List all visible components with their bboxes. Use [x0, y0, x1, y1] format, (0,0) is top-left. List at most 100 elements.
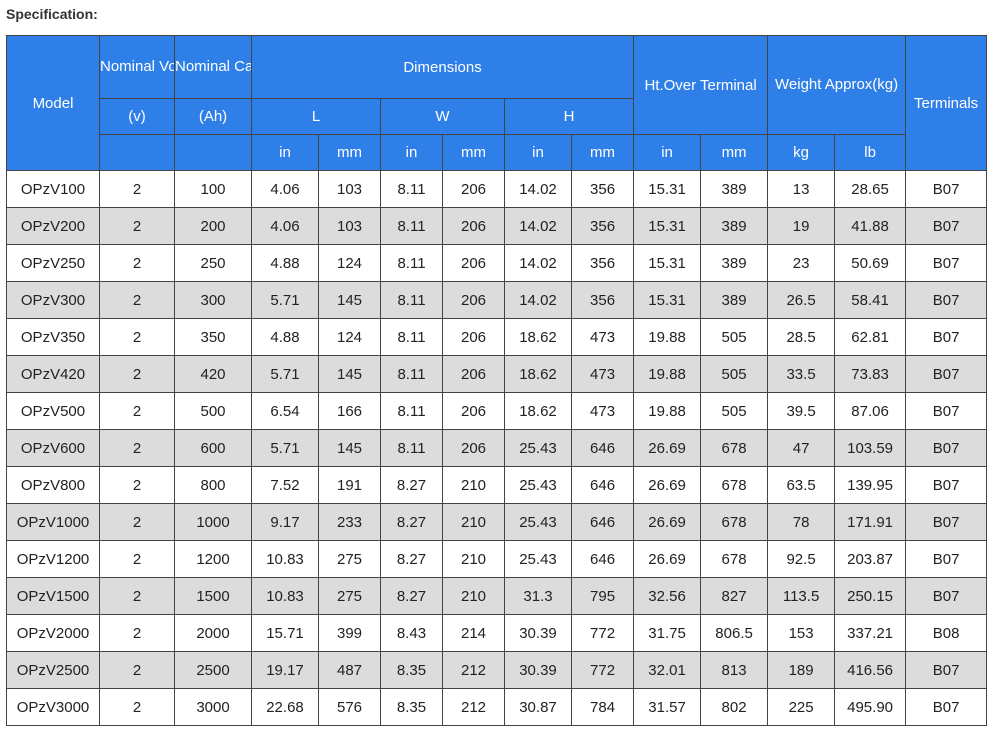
- cell-l-mm: 145: [318, 281, 381, 319]
- cell-h-mm: 646: [570, 503, 635, 541]
- cell-h-in: 31.3: [504, 577, 572, 615]
- spec-table-body: OPzV100 2 100 4.06 103 8.11 206 14.02 356 15.31 38…: [6, 170, 988, 726]
- header-l: L: [251, 98, 381, 135]
- table-row: OPzV250 2 250 4.88 124 8.11 206 14.02 356 15.31 38…: [6, 244, 988, 282]
- cell-l-in: 19.17: [251, 651, 319, 689]
- cell-ht-in: 19.88: [633, 355, 702, 393]
- cell-h-mm: 356: [570, 170, 635, 208]
- cell-ht-in: 15.31: [633, 281, 702, 319]
- cell-w-in: 8.11: [380, 244, 443, 282]
- cell-ht-in: 31.57: [633, 688, 702, 726]
- cell-terminals: B07: [905, 244, 988, 282]
- header-terminals: Terminals: [905, 35, 988, 171]
- cell-voltage: 2: [99, 170, 175, 208]
- cell-l-mm: 191: [318, 466, 381, 504]
- cell-weight-kg: 225: [767, 688, 836, 726]
- cell-capacity: 1200: [174, 540, 252, 578]
- cell-capacity: 600: [174, 429, 252, 467]
- cell-l-in: 4.88: [251, 244, 319, 282]
- cell-capacity: 3000: [174, 688, 252, 726]
- table-row: OPzV500 2 500 6.54 166 8.11 206 18.62 473 19.88 50…: [6, 392, 988, 430]
- cell-weight-lb: 416.56: [834, 651, 907, 689]
- cell-w-mm: 206: [442, 355, 505, 393]
- table-row: OPzV100 2 100 4.06 103 8.11 206 14.02 356 15.31 38…: [6, 170, 988, 208]
- cell-weight-lb: 58.41: [834, 281, 907, 319]
- cell-model: OPzV1500: [6, 577, 100, 615]
- header-unit-w-in: in: [380, 134, 443, 171]
- cell-w-mm: 206: [442, 281, 505, 319]
- cell-model: OPzV200: [6, 207, 100, 245]
- cell-terminals: B07: [905, 688, 988, 726]
- table-row: OPzV420 2 420 5.71 145 8.11 206 18.62 473 19.88 50…: [6, 355, 988, 393]
- cell-voltage: 2: [99, 429, 175, 467]
- cell-weight-lb: 139.95: [834, 466, 907, 504]
- cell-terminals: B07: [905, 540, 988, 578]
- cell-h-mm: 772: [570, 614, 635, 652]
- cell-l-mm: 145: [318, 355, 381, 393]
- cell-capacity: 250: [174, 244, 252, 282]
- cell-w-in: 8.11: [380, 170, 443, 208]
- cell-h-mm: 646: [570, 540, 635, 578]
- table-row: OPzV600 2 600 5.71 145 8.11 206 25.43 646 26.69 67…: [6, 429, 988, 467]
- cell-terminals: B07: [905, 577, 988, 615]
- cell-weight-kg: 63.5: [767, 466, 836, 504]
- cell-ht-in: 26.69: [633, 429, 702, 467]
- cell-w-mm: 214: [442, 614, 505, 652]
- cell-l-in: 5.71: [251, 429, 319, 467]
- cell-l-in: 10.83: [251, 577, 319, 615]
- cell-h-mm: 772: [570, 651, 635, 689]
- cell-model: OPzV800: [6, 466, 100, 504]
- table-row: OPzV350 2 350 4.88 124 8.11 206 18.62 473 19.88 50…: [6, 318, 988, 356]
- cell-l-in: 9.17: [251, 503, 319, 541]
- cell-w-mm: 210: [442, 540, 505, 578]
- cell-weight-kg: 78: [767, 503, 836, 541]
- cell-weight-lb: 73.83: [834, 355, 907, 393]
- cell-voltage: 2: [99, 614, 175, 652]
- cell-weight-kg: 33.5: [767, 355, 836, 393]
- cell-h-in: 25.43: [504, 429, 572, 467]
- cell-h-mm: 795: [570, 577, 635, 615]
- cell-weight-lb: 103.59: [834, 429, 907, 467]
- cell-model: OPzV100: [6, 170, 100, 208]
- cell-w-mm: 206: [442, 207, 505, 245]
- header-unit-ht-mm: mm: [700, 134, 769, 171]
- cell-h-in: 30.39: [504, 614, 572, 652]
- cell-model: OPzV600: [6, 429, 100, 467]
- table-row: OPzV2500 2 2500 19.17 487 8.35 212 30.39 772 32.0…: [6, 651, 988, 689]
- cell-h-mm: 473: [570, 318, 635, 356]
- cell-l-mm: 166: [318, 392, 381, 430]
- cell-voltage: 2: [99, 540, 175, 578]
- header-unit-ht-in: in: [633, 134, 702, 171]
- cell-l-mm: 399: [318, 614, 381, 652]
- cell-terminals: B07: [905, 392, 988, 430]
- cell-capacity: 1000: [174, 503, 252, 541]
- header-unit-l-in: in: [251, 134, 319, 171]
- cell-model: OPzV2000: [6, 614, 100, 652]
- cell-model: OPzV2500: [6, 651, 100, 689]
- cell-l-in: 22.68: [251, 688, 319, 726]
- table-row: OPzV1500 2 1500 10.83 275 8.27 210 31.3 795 32.56…: [6, 577, 988, 615]
- cell-voltage: 2: [99, 503, 175, 541]
- cell-ht-in: 32.01: [633, 651, 702, 689]
- header-capacity-unit: (Ah): [174, 98, 252, 135]
- cell-ht-in: 19.88: [633, 392, 702, 430]
- header-unit-h-in: in: [504, 134, 572, 171]
- cell-terminals: B07: [905, 170, 988, 208]
- cell-model: OPzV420: [6, 355, 100, 393]
- cell-ht-mm: 389: [700, 244, 769, 282]
- cell-ht-mm: 678: [700, 429, 769, 467]
- cell-capacity: 100: [174, 170, 252, 208]
- cell-l-in: 4.06: [251, 207, 319, 245]
- cell-ht-in: 15.31: [633, 170, 702, 208]
- cell-ht-mm: 827: [700, 577, 769, 615]
- cell-model: OPzV250: [6, 244, 100, 282]
- header-voltage-unit: (v): [99, 98, 175, 135]
- cell-w-in: 8.27: [380, 540, 443, 578]
- cell-l-mm: 275: [318, 577, 381, 615]
- header-model: Model: [6, 35, 100, 171]
- header-unit-l-mm: mm: [318, 134, 381, 171]
- table-row: OPzV200 2 200 4.06 103 8.11 206 14.02 356 15.31 38…: [6, 207, 988, 245]
- cell-w-in: 8.11: [380, 355, 443, 393]
- cell-w-mm: 210: [442, 466, 505, 504]
- cell-voltage: 2: [99, 281, 175, 319]
